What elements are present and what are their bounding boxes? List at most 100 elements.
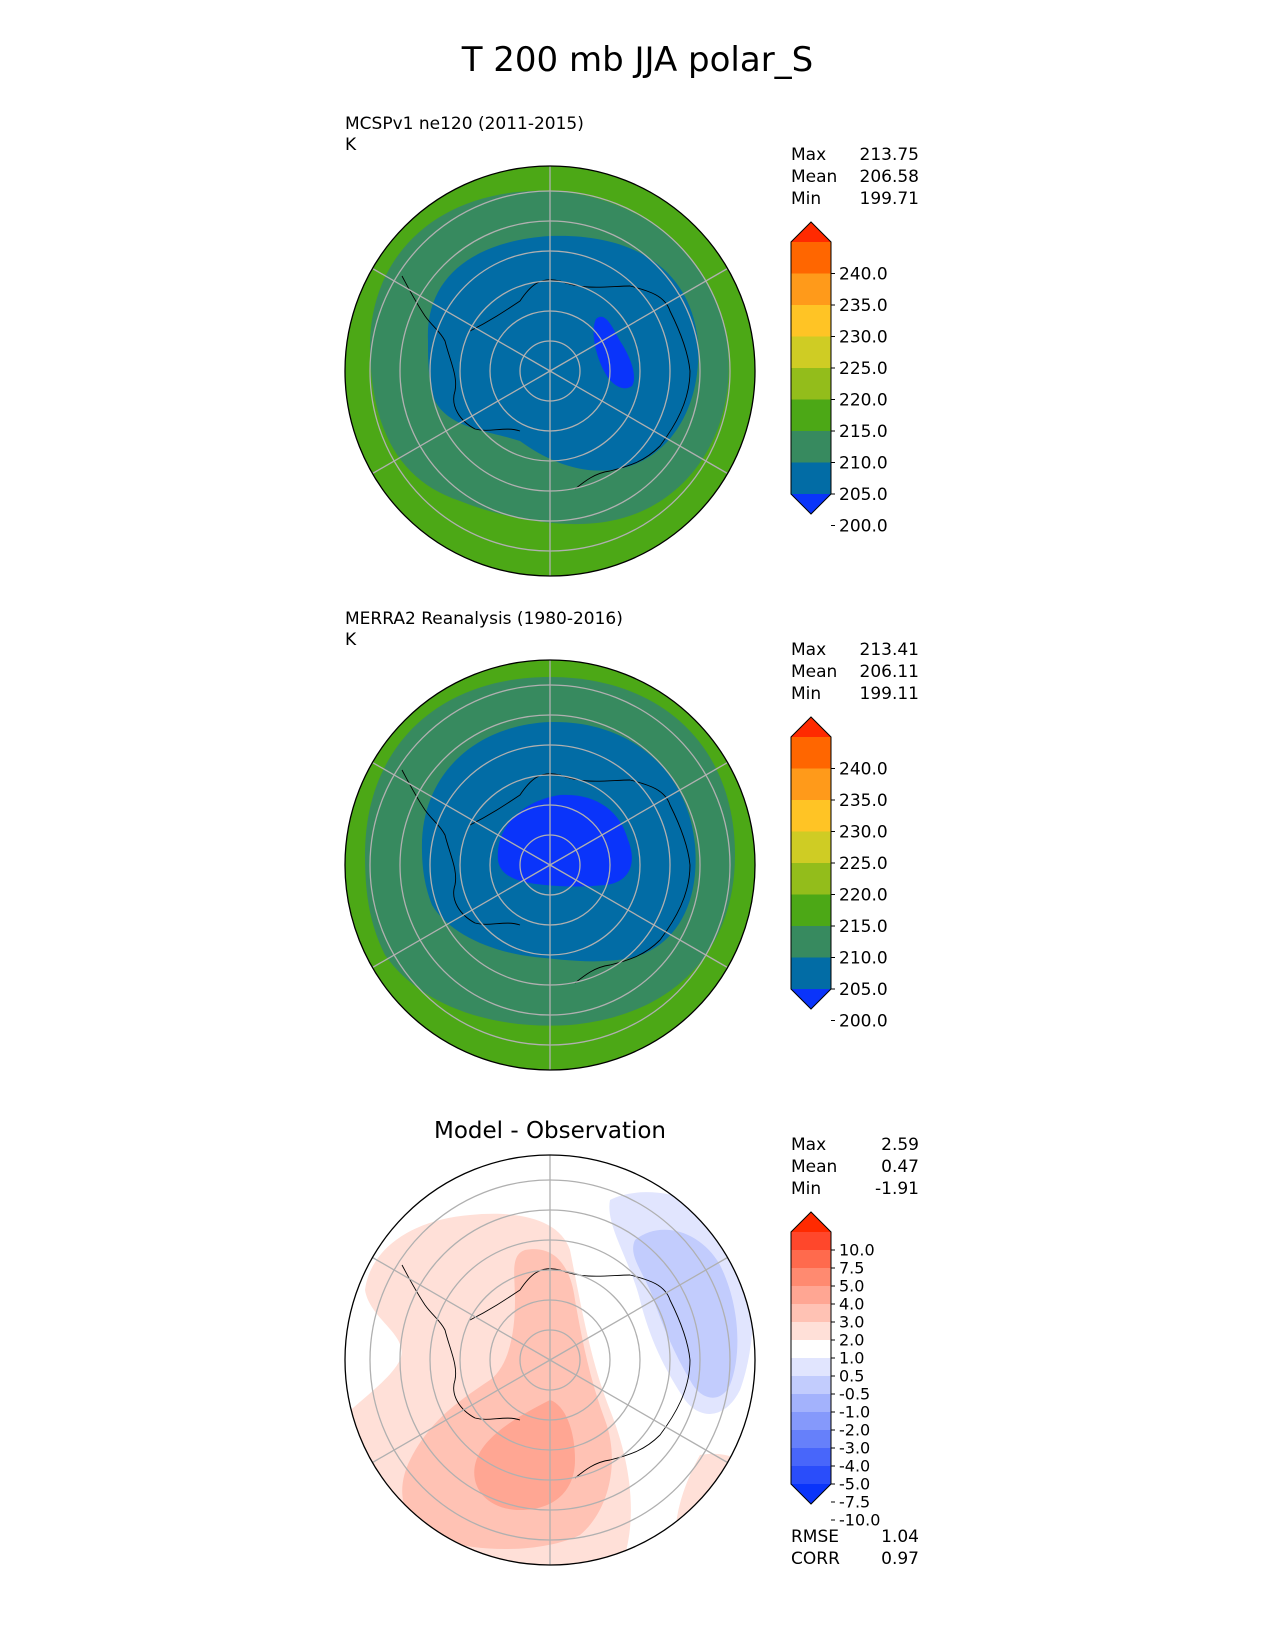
colorbar-tick-label: 5.0 [839,1277,864,1296]
metric-value: 0.97 [881,1549,919,1569]
colorbar-extend-min [791,989,831,1009]
colorbar-segment [791,1286,831,1305]
stat-value: 213.75 [859,145,919,165]
panel3-title: Model - Observation [433,1118,667,1144]
colorbar-segment [791,1412,831,1431]
panel1-coastline [401,275,691,490]
colorbar-extend-max [791,717,831,737]
colorbar-segment [791,305,831,337]
colorbar-tick-label: -0.5 [839,1385,870,1404]
metric-value: 1.04 [881,1527,919,1547]
colorbar-tick-label: 225.0 [839,854,888,874]
panel2-title-text: MERRA2 Reanalysis (1980-2016) [345,609,623,629]
stat-label: Mean [791,1157,838,1177]
colorbar-tick-label: 230.0 [839,327,888,347]
colorbar-segment [791,768,831,801]
colorbar-tick-label: 205.0 [839,485,888,505]
panel3-map-border [344,1154,756,1566]
stat-label: Min [791,1179,822,1199]
colorbar-segment [791,831,831,864]
metric-row: CORR 0.97 [791,1548,919,1570]
colorbar-tick-label: 200.0 [839,516,888,536]
colorbar-tick-label: -4.0 [839,1457,870,1476]
colorbar-tick-label: 220.0 [839,885,888,905]
panel2-stats: Max 213.41 Mean 206.11 Min 199.11 [791,639,919,705]
colorbar-tick-label: 4.0 [839,1295,864,1314]
panel2-title: MERRA2 Reanalysis (1980-2016) K [345,609,623,651]
stat-value: 206.11 [859,662,919,682]
metric-label: CORR [791,1549,840,1569]
stat-row: Mean 206.58 [791,166,919,188]
stat-value: -1.91 [875,1179,919,1199]
colorbar-segment [791,1448,831,1467]
panel2-gridlines [369,660,731,1070]
panel3-gridlines [369,1155,731,1565]
colorbar-tick-label: 225.0 [839,359,888,379]
panel2-map-border [344,659,756,1071]
stat-value: 199.71 [859,189,919,209]
stat-label: Min [791,684,822,704]
colorbar-segment [791,273,831,306]
colorbar-segment [791,1340,831,1359]
panel2-coastline [401,769,691,984]
colorbar-segment [791,399,831,432]
colorbar-segment [791,368,831,400]
colorbar-tick-label: 235.0 [839,791,888,811]
colorbar-segment [791,336,831,369]
panel3-metrics: RMSE 1.04 CORR 0.97 [791,1526,919,1570]
stat-label: Mean [791,662,838,682]
colorbar-segment [791,800,831,832]
panel3-stats: Max 2.59 Mean 0.47 Min -1.91 [791,1134,919,1200]
colorbar-segment [791,1250,831,1269]
colorbar-segment [791,1394,831,1413]
colorbar-segment [791,1466,831,1485]
colorbar-tick-label: -10.0 [839,1511,880,1530]
stat-row: Mean 206.11 [791,661,919,683]
stat-row: Max 213.75 [791,144,919,166]
panel1-gridlines [369,166,731,576]
stat-row: Mean 0.47 [791,1156,919,1178]
colorbar-extend-max [791,222,831,242]
stat-label: Mean [791,167,838,187]
stat-value: 0.47 [881,1157,919,1177]
panel3-map [344,1154,756,1566]
colorbar-segment [791,863,831,895]
colorbar-tick-label: -2.0 [839,1421,870,1440]
colorbar-tick-label: 1.0 [839,1349,864,1368]
panel2-colorbar: 240.0 235.0 230.0 225.0 220.0 215.0 210.0 205.0… [790,716,888,1031]
colorbar-tick-label: 2.0 [839,1331,864,1350]
stat-value: 206.58 [859,167,919,187]
stat-row: Min 199.71 [791,188,919,210]
panel1-stats: Max 213.75 Mean 206.58 Min 199.71 [791,144,919,210]
stat-row: Max 213.41 [791,639,919,661]
panel3-colorbar: 10.07.55.04.03.02.01.00.5-0.5-1.0-2.0-3.… [790,1211,880,1530]
colorbar-tick-label: -3.0 [839,1439,870,1458]
colorbar-extend-min [791,494,831,514]
stat-row: Min 199.11 [791,683,919,705]
colorbar-segment [791,894,831,927]
colorbar-tick-label: 10.0 [839,1241,875,1260]
colorbar-segment [791,1430,831,1449]
stat-label: Min [791,189,822,209]
colorbar-segment [791,926,831,958]
stat-label: Max [791,145,827,165]
panel1-title: MCSPv1 ne120 (2011-2015) K [345,114,584,156]
figure-title: T 200 mb JJA polar_S [461,40,814,80]
stat-value: 2.59 [881,1135,919,1155]
colorbar-segment [791,462,831,495]
panel3-contour-neg-1.0-2.0 [633,1229,738,1398]
colorbar-tick-label: 220.0 [839,390,888,410]
colorbar-segment [791,957,831,990]
stat-value: 199.11 [859,684,919,704]
colorbar-tick-label: 240.0 [839,759,888,779]
colorbar-tick-label: 205.0 [839,980,888,1000]
colorbar-tick-label: 210.0 [839,948,888,968]
colorbar-extend-min [791,1484,831,1504]
colorbar-segment [791,1322,831,1341]
colorbar-tick-label: -5.0 [839,1475,870,1494]
panel2-map [344,659,756,1071]
colorbar-tick-label: 3.0 [839,1313,864,1332]
stat-label: Max [791,640,827,660]
stat-label: Max [791,1135,827,1155]
colorbar-segment [791,242,831,274]
